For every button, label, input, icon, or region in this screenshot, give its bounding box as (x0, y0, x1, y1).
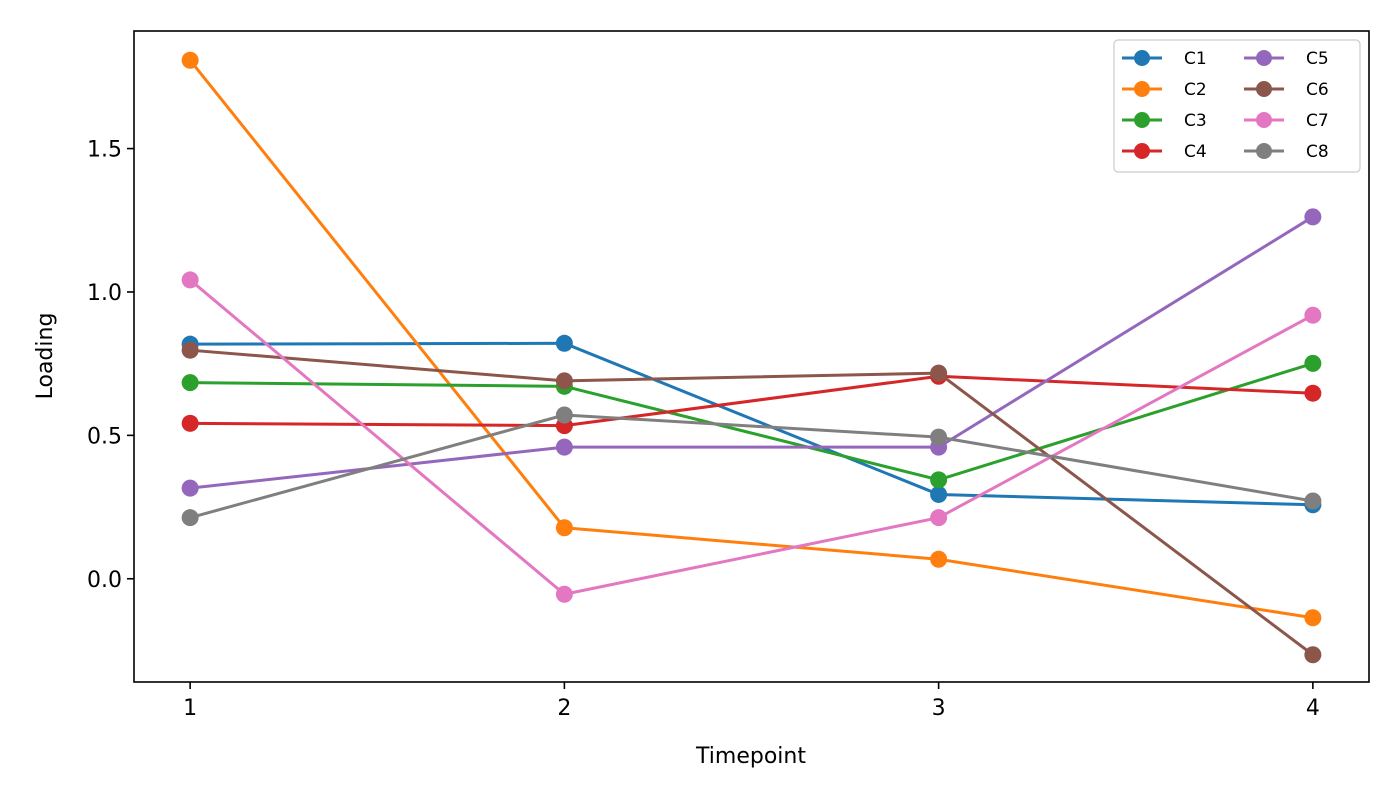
legend-label: C2 (1184, 80, 1207, 100)
data-point (1304, 354, 1322, 372)
legend-label: C7 (1306, 111, 1329, 131)
legend: C1 C2 C3 C4 C5 C6 C7 C8 (1113, 39, 1361, 173)
data-point (555, 585, 573, 603)
y-tick-label: 0.5 (87, 424, 122, 449)
data-point (1304, 208, 1322, 226)
series-line (190, 361, 1314, 482)
series-line (190, 341, 1313, 507)
data-point (555, 406, 573, 424)
data-point (181, 414, 199, 432)
legend-label: C3 (1184, 111, 1207, 131)
data-point (181, 479, 199, 497)
series-c7 (181, 271, 1322, 603)
legend-item-c8: C8 (1244, 142, 1329, 162)
data-point (555, 334, 573, 352)
series-line (188, 59, 1314, 620)
legend-item-c3: C3 (1122, 111, 1207, 131)
legend-item-c4: C4 (1122, 142, 1207, 162)
y-axis: 0.0 0.5 1.0 1.5 (87, 138, 134, 593)
data-point (1304, 492, 1322, 510)
legend-label: C6 (1306, 80, 1329, 100)
data-point (930, 471, 948, 489)
legend-box (1113, 39, 1361, 173)
data-point (555, 438, 573, 456)
data-point (930, 509, 948, 527)
data-point (181, 51, 199, 69)
legend-label: C8 (1306, 142, 1329, 162)
x-axis: 1 2 3 4 (183, 682, 1320, 721)
data-point (930, 485, 948, 503)
legend-label: C4 (1184, 142, 1207, 162)
data-point (1304, 384, 1322, 402)
series-line (189, 215, 1314, 490)
x-tick-label: 2 (557, 696, 571, 721)
legend-label: C5 (1306, 49, 1329, 69)
legend-item-c7: C7 (1244, 111, 1329, 131)
legend-marker (1134, 143, 1150, 159)
data-point (930, 550, 948, 568)
series-line (189, 413, 1314, 520)
legend-marker (1134, 50, 1150, 66)
y-tick-label: 0.0 (87, 568, 122, 593)
data-point (930, 364, 948, 382)
y-axis-label: Loading (33, 313, 58, 400)
legend-label: C1 (1184, 49, 1207, 69)
series-c6 (181, 341, 1322, 664)
y-tick-label: 1.0 (87, 281, 122, 306)
series-line (189, 278, 1314, 596)
series-c5 (181, 208, 1322, 497)
legend-marker (1134, 81, 1150, 97)
legend-marker (1256, 50, 1272, 66)
data-point (181, 509, 199, 527)
legend-marker (1134, 112, 1150, 128)
legend-item-c1: C1 (1122, 49, 1207, 69)
legend-marker (1256, 81, 1272, 97)
legend-items: C1 C2 C3 C4 C5 C6 C7 C8 (1122, 49, 1329, 162)
series-line (190, 348, 1314, 656)
legend-item-c6: C6 (1244, 80, 1329, 100)
data-point (930, 428, 948, 446)
x-tick-label: 4 (1306, 696, 1320, 721)
legend-item-c2: C2 (1122, 80, 1207, 100)
data-point (181, 271, 199, 289)
data-point (1304, 306, 1322, 324)
x-tick-label: 1 (183, 696, 197, 721)
series-c2 (181, 51, 1322, 627)
series-line (190, 374, 1313, 428)
y-tick-label: 1.5 (87, 138, 122, 163)
data-point (1304, 646, 1322, 664)
legend-marker (1256, 143, 1272, 159)
plot-frame (133, 30, 1370, 683)
data-point (1304, 609, 1322, 627)
data-point (555, 519, 573, 537)
data-point (181, 341, 199, 359)
series-c3 (181, 354, 1322, 489)
x-axis-label: Timepoint (695, 744, 806, 769)
series-c8 (181, 406, 1322, 527)
legend-marker (1256, 112, 1272, 128)
series-layer (181, 51, 1322, 664)
x-tick-label: 3 (932, 696, 946, 721)
data-point (555, 372, 573, 390)
legend-item-c5: C5 (1244, 49, 1329, 69)
data-point (181, 374, 199, 392)
